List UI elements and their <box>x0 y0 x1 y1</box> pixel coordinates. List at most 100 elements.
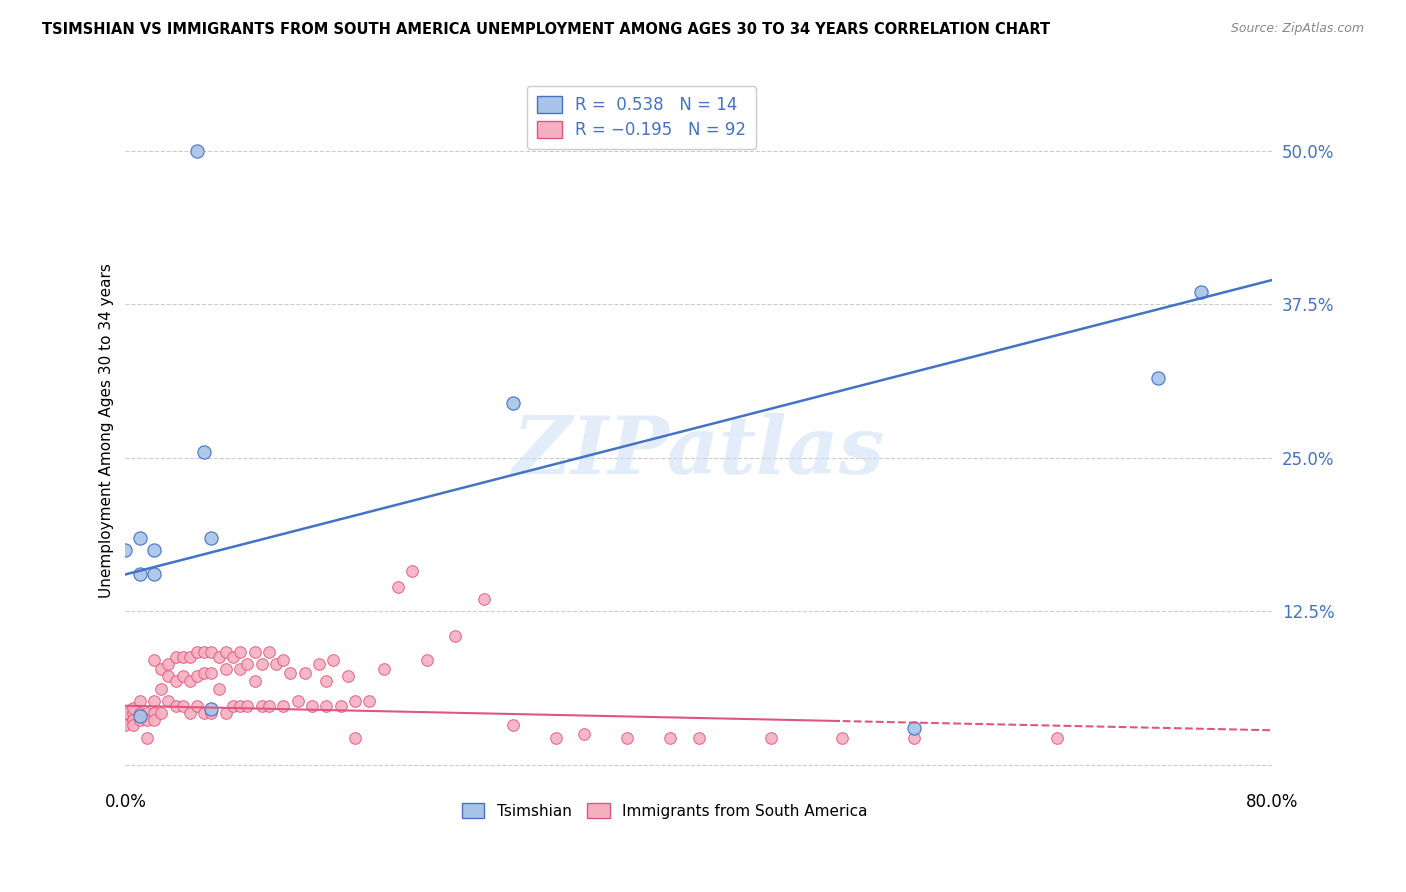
Point <box>502 718 524 732</box>
Point <box>759 731 782 745</box>
Point <box>236 698 259 713</box>
Point <box>329 698 352 713</box>
Point <box>359 694 381 708</box>
Point <box>114 706 136 720</box>
Point <box>165 698 187 713</box>
Point <box>287 694 309 708</box>
Point <box>688 731 710 745</box>
Point <box>193 645 215 659</box>
Point <box>179 649 201 664</box>
Point <box>150 681 173 696</box>
Point <box>229 698 252 713</box>
Point <box>136 731 159 745</box>
Point <box>229 645 252 659</box>
Point <box>544 731 567 745</box>
Point <box>128 708 150 723</box>
Point <box>186 669 208 683</box>
Point <box>143 567 166 582</box>
Point <box>150 706 173 720</box>
Point <box>128 694 150 708</box>
Point <box>121 701 143 715</box>
Legend: Tsimshian, Immigrants from South America: Tsimshian, Immigrants from South America <box>456 797 873 825</box>
Point <box>186 645 208 659</box>
Point <box>373 662 395 676</box>
Point <box>831 731 853 745</box>
Point <box>136 714 159 728</box>
Point <box>215 706 238 720</box>
Point <box>143 706 166 720</box>
Point <box>157 669 180 683</box>
Point <box>903 731 925 745</box>
Point <box>308 657 330 671</box>
Point <box>387 580 409 594</box>
Point <box>200 665 222 680</box>
Point <box>128 714 150 728</box>
Point <box>264 657 287 671</box>
Point <box>114 711 136 725</box>
Point <box>222 698 245 713</box>
Point <box>128 567 150 582</box>
Point <box>172 698 194 713</box>
Point <box>157 657 180 671</box>
Point <box>222 649 245 664</box>
Point <box>114 718 136 732</box>
Point <box>193 444 215 458</box>
Text: ZIPatlas: ZIPatlas <box>513 413 884 491</box>
Point <box>401 564 423 578</box>
Point <box>250 698 273 713</box>
Point <box>472 591 495 606</box>
Point <box>186 144 208 158</box>
Point <box>143 653 166 667</box>
Point <box>322 653 344 667</box>
Text: Source: ZipAtlas.com: Source: ZipAtlas.com <box>1230 22 1364 36</box>
Point <box>243 645 266 659</box>
Point <box>343 731 366 745</box>
Point <box>128 531 150 545</box>
Point <box>193 665 215 680</box>
Point <box>186 698 208 713</box>
Point <box>200 702 222 716</box>
Point <box>157 694 180 708</box>
Point <box>271 653 294 667</box>
Point <box>257 645 280 659</box>
Point <box>315 674 337 689</box>
Point <box>215 645 238 659</box>
Point <box>343 694 366 708</box>
Text: TSIMSHIAN VS IMMIGRANTS FROM SOUTH AMERICA UNEMPLOYMENT AMONG AGES 30 TO 34 YEAR: TSIMSHIAN VS IMMIGRANTS FROM SOUTH AMERI… <box>42 22 1050 37</box>
Point <box>574 727 596 741</box>
Point <box>1189 285 1212 300</box>
Point <box>444 629 467 643</box>
Point <box>280 665 302 680</box>
Point <box>616 731 638 745</box>
Point <box>179 674 201 689</box>
Point <box>294 665 316 680</box>
Point <box>121 706 143 720</box>
Point <box>903 721 925 735</box>
Point <box>271 698 294 713</box>
Point <box>172 649 194 664</box>
Point <box>208 681 231 696</box>
Point <box>193 706 215 720</box>
Point <box>136 706 159 720</box>
Point <box>502 395 524 409</box>
Point <box>172 669 194 683</box>
Point <box>1046 731 1069 745</box>
Point <box>250 657 273 671</box>
Point <box>121 714 143 728</box>
Y-axis label: Unemployment Among Ages 30 to 34 years: Unemployment Among Ages 30 to 34 years <box>100 263 114 598</box>
Point <box>143 714 166 728</box>
Point <box>143 542 166 557</box>
Point <box>415 653 437 667</box>
Point <box>165 649 187 664</box>
Point <box>143 694 166 708</box>
Point <box>114 542 136 557</box>
Point <box>301 698 323 713</box>
Point <box>121 718 143 732</box>
Point <box>1146 371 1168 385</box>
Point <box>659 731 682 745</box>
Point <box>200 706 222 720</box>
Point <box>128 706 150 720</box>
Point <box>114 708 136 723</box>
Point <box>336 669 359 683</box>
Point <box>257 698 280 713</box>
